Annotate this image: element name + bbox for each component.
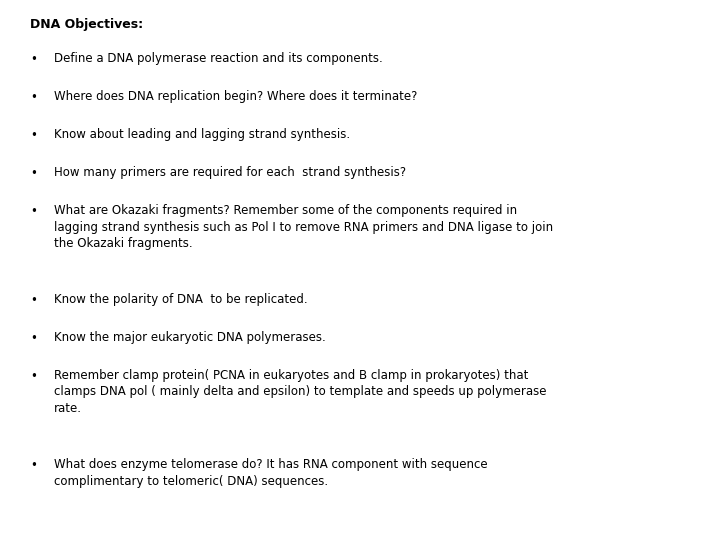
Text: •: •	[30, 91, 37, 104]
Text: •: •	[30, 205, 37, 218]
Text: Remember clamp protein( PCNA in eukaryotes and B clamp in prokaryotes) that
clam: Remember clamp protein( PCNA in eukaryot…	[54, 369, 546, 415]
Text: What does enzyme telomerase do? It has RNA component with sequence
complimentary: What does enzyme telomerase do? It has R…	[54, 458, 487, 488]
Text: Know about leading and lagging strand synthesis.: Know about leading and lagging strand sy…	[54, 128, 350, 141]
Text: Define a DNA polymerase reaction and its components.: Define a DNA polymerase reaction and its…	[54, 52, 383, 65]
Text: What are Okazaki fragments? Remember some of the components required in
lagging : What are Okazaki fragments? Remember som…	[54, 204, 553, 250]
Text: •: •	[30, 370, 37, 383]
Text: Know the major eukaryotic DNA polymerases.: Know the major eukaryotic DNA polymerase…	[54, 331, 325, 344]
Text: •: •	[30, 332, 37, 345]
Text: •: •	[30, 129, 37, 142]
Text: •: •	[30, 294, 37, 307]
Text: •: •	[30, 459, 37, 472]
Text: •: •	[30, 167, 37, 180]
Text: Where does DNA replication begin? Where does it terminate?: Where does DNA replication begin? Where …	[54, 90, 418, 103]
Text: DNA Objectives:: DNA Objectives:	[30, 18, 143, 31]
Text: •: •	[30, 53, 37, 66]
Text: Know the polarity of DNA  to be replicated.: Know the polarity of DNA to be replicate…	[54, 293, 307, 306]
Text: How many primers are required for each  strand synthesis?: How many primers are required for each s…	[54, 166, 406, 179]
